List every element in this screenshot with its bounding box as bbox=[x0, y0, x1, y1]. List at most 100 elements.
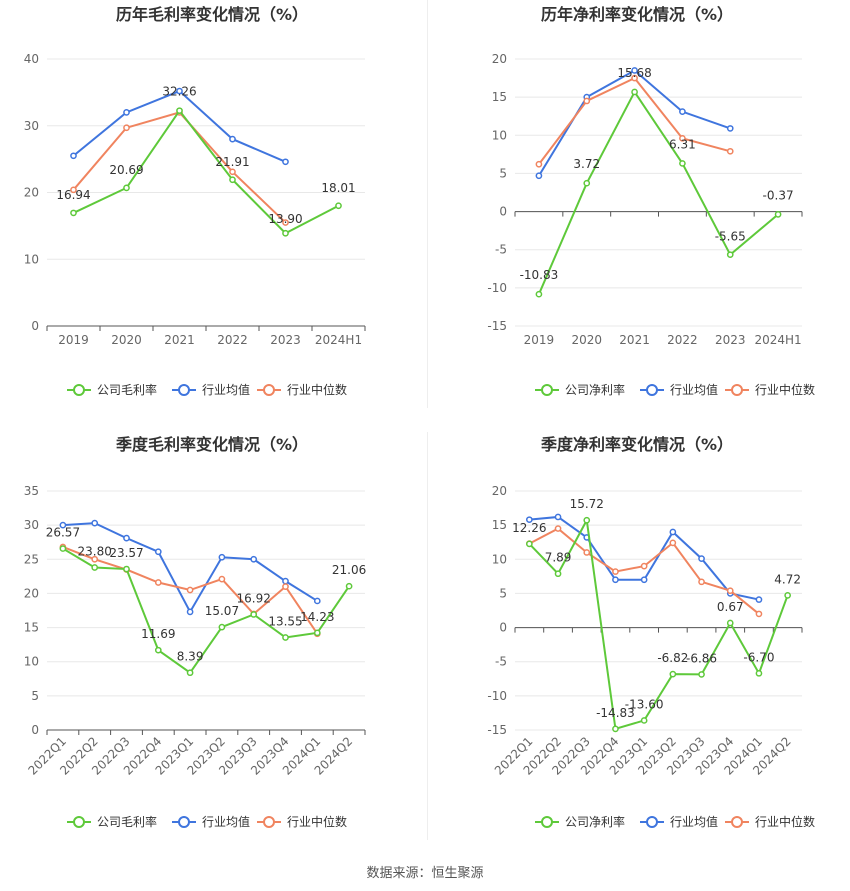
legend-item bbox=[257, 816, 281, 828]
data-point bbox=[631, 88, 638, 96]
x-tick-label: 2024H1 bbox=[315, 333, 362, 347]
legend-item bbox=[172, 384, 196, 396]
data-point bbox=[91, 564, 99, 571]
legend-item bbox=[725, 816, 749, 828]
data-label: -6.82 bbox=[657, 651, 688, 665]
data-point bbox=[679, 134, 686, 142]
data-point bbox=[154, 579, 162, 586]
y-tick-label: -5 bbox=[495, 655, 507, 669]
y-tick-label: 20 bbox=[24, 186, 39, 200]
data-point bbox=[612, 568, 619, 575]
data-point bbox=[282, 577, 289, 585]
data-point bbox=[535, 160, 543, 168]
x-tick-label: 2022 bbox=[217, 333, 248, 347]
data-point bbox=[726, 125, 734, 132]
legend-marker bbox=[541, 816, 553, 828]
data-point bbox=[123, 184, 130, 192]
y-tick-label: 5 bbox=[31, 689, 39, 703]
data-label: -10.83 bbox=[520, 268, 559, 282]
y-tick-label: -5 bbox=[495, 243, 507, 257]
data-point bbox=[583, 516, 591, 524]
legend-item bbox=[640, 816, 664, 828]
y-tick-label: 25 bbox=[24, 552, 39, 566]
legend-label: 公司毛利率 bbox=[97, 814, 157, 829]
data-label: -5.65 bbox=[715, 230, 746, 244]
x-tick-label: 2019 bbox=[58, 333, 89, 347]
data-point bbox=[755, 610, 763, 618]
legend-label: 行业均值 bbox=[202, 814, 250, 829]
data-point bbox=[612, 725, 619, 733]
legend-marker bbox=[73, 816, 85, 828]
data-point bbox=[218, 575, 226, 583]
data-point bbox=[698, 555, 705, 562]
data-point bbox=[726, 251, 734, 259]
data-point bbox=[154, 646, 162, 654]
data-point bbox=[698, 671, 705, 678]
data-point bbox=[583, 179, 591, 187]
quarterly-gross-margin-chart: 季度毛利率变化情况（%）051015202530352022Q12022Q220… bbox=[24, 435, 367, 829]
data-point bbox=[70, 152, 77, 160]
data-source-note: 数据来源：恒生聚源 bbox=[366, 866, 484, 881]
x-tick-label: 2023 bbox=[270, 333, 301, 347]
data-point bbox=[679, 108, 686, 115]
data-label: 7.89 bbox=[545, 551, 572, 565]
y-tick-label: -15 bbox=[487, 319, 507, 333]
data-label: 20.69 bbox=[109, 163, 143, 177]
data-point bbox=[669, 528, 677, 536]
data-label: 3.72 bbox=[573, 157, 600, 171]
data-point bbox=[154, 548, 162, 556]
quarterly-net-margin-chart: 季度净利率变化情况（%）-15-10-5051015202022Q12022Q2… bbox=[487, 435, 815, 829]
y-tick-label: -10 bbox=[487, 689, 507, 703]
series-line bbox=[62, 547, 350, 675]
y-tick-label: -10 bbox=[487, 281, 507, 295]
legend-marker bbox=[73, 384, 85, 396]
chart-title: 季度毛利率变化情况（%） bbox=[115, 435, 308, 454]
y-tick-label: 35 bbox=[24, 484, 39, 498]
data-point bbox=[186, 608, 194, 616]
data-point bbox=[726, 587, 734, 595]
data-point bbox=[70, 209, 77, 217]
data-point bbox=[726, 147, 734, 155]
data-label: -6.70 bbox=[743, 650, 774, 664]
y-tick-label: 30 bbox=[24, 119, 39, 133]
data-point bbox=[176, 107, 183, 115]
data-point bbox=[250, 555, 258, 563]
data-point bbox=[583, 97, 591, 105]
series-industry-median bbox=[535, 74, 734, 168]
y-tick-label: 30 bbox=[24, 518, 39, 532]
legend-marker bbox=[646, 816, 658, 828]
y-tick-label: 10 bbox=[24, 252, 39, 266]
chart-title: 历年净利率变化情况（%） bbox=[541, 5, 733, 24]
data-label: 14.23 bbox=[300, 610, 334, 624]
data-point bbox=[59, 521, 67, 529]
legend-item bbox=[725, 384, 749, 396]
y-tick-label: 10 bbox=[492, 552, 507, 566]
legend-item bbox=[535, 384, 559, 396]
y-tick-label: 40 bbox=[24, 52, 39, 66]
y-tick-label: 15 bbox=[24, 621, 39, 635]
x-tick-label: 2019 bbox=[524, 333, 555, 347]
y-tick-label: 0 bbox=[499, 621, 507, 635]
data-point bbox=[612, 576, 619, 584]
legend-item bbox=[640, 384, 664, 396]
x-tick-label: 2023 bbox=[715, 333, 746, 347]
data-point bbox=[640, 562, 648, 570]
data-label: 12.26 bbox=[512, 521, 546, 535]
data-point bbox=[70, 186, 77, 194]
y-tick-label: 15 bbox=[492, 90, 507, 104]
y-tick-label: 20 bbox=[492, 52, 507, 66]
data-label: -14.83 bbox=[596, 706, 635, 720]
legend-label: 行业中位数 bbox=[287, 382, 347, 397]
x-tick-label: 2020 bbox=[571, 333, 602, 347]
data-point bbox=[229, 135, 236, 143]
legend-item bbox=[257, 384, 281, 396]
data-label: 0.67 bbox=[717, 600, 744, 614]
y-tick-label: 0 bbox=[31, 723, 39, 737]
data-point bbox=[554, 570, 562, 578]
data-label: -0.37 bbox=[763, 188, 794, 202]
data-point bbox=[123, 534, 130, 542]
data-label: 16.92 bbox=[237, 591, 271, 605]
data-point bbox=[282, 229, 289, 237]
data-point bbox=[250, 611, 258, 618]
data-label: 26.57 bbox=[46, 526, 80, 540]
